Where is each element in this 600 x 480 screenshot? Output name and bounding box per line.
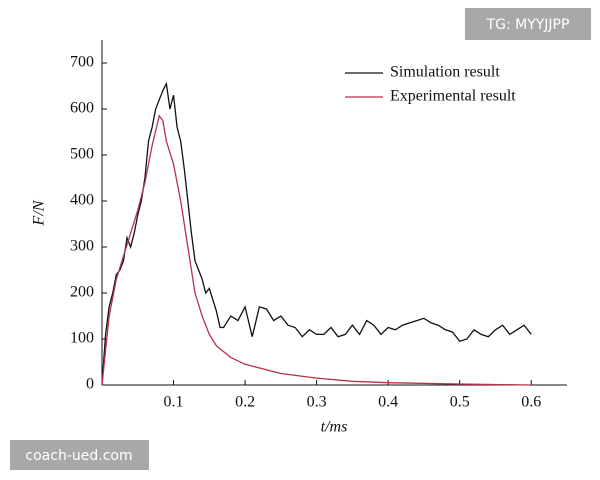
legend-label: Simulation result (390, 64, 500, 81)
y-tick-label: 0 (86, 376, 94, 393)
watermark-box (465, 8, 591, 40)
x-tick-label: 0.4 (378, 394, 398, 411)
y-tick-label: 600 (70, 100, 94, 117)
data-line (101, 114, 532, 386)
y-tick-label: 300 (70, 238, 94, 255)
x-tick-label: 0.3 (307, 394, 327, 411)
y-tick-label: 400 (70, 192, 94, 209)
x-tick-label: 0.2 (235, 394, 255, 411)
x-tick-label: 0.5 (450, 394, 470, 411)
y-tick-label: 100 (70, 330, 94, 347)
watermark: coach-ued.com (25, 448, 132, 464)
y-tick-label: 500 (70, 146, 94, 163)
x-tick-label: 0.1 (164, 394, 184, 411)
y-tick-label: 200 (70, 284, 94, 301)
watermark: TG: MYYJJPP (486, 17, 570, 33)
y-tick-label: 700 (70, 54, 94, 71)
watermark-box (10, 440, 149, 470)
y-axis-label: F/N (31, 199, 48, 226)
data-line (101, 81, 532, 386)
legend-label: Experimental result (390, 88, 516, 105)
x-axis-label: t/ms (321, 419, 348, 436)
x-tick-label: 0.6 (521, 394, 541, 411)
